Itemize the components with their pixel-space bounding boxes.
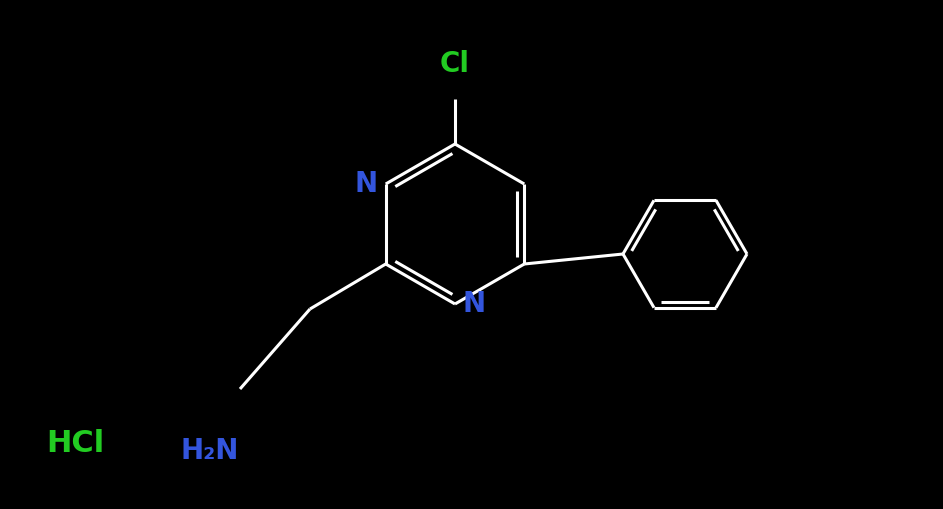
Text: N: N (463, 290, 487, 318)
Text: N: N (355, 170, 378, 198)
Text: Cl: Cl (440, 50, 470, 78)
Text: HCl: HCl (46, 430, 104, 459)
Text: H₂N: H₂N (181, 437, 240, 465)
